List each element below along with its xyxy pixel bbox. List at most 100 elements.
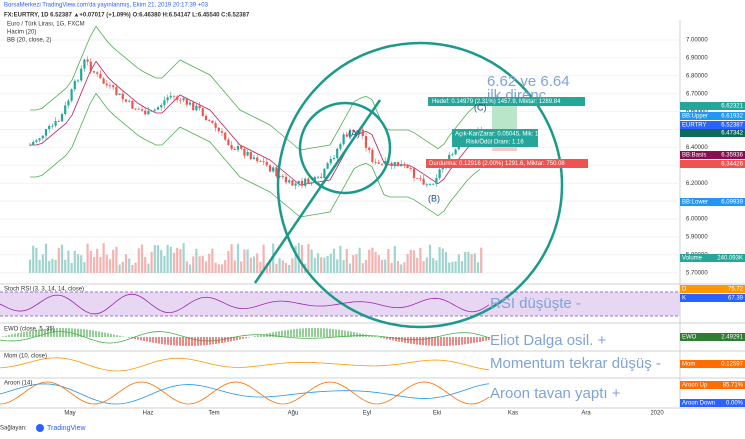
time-tick: Haz	[143, 411, 154, 417]
volume-bar	[214, 262, 217, 273]
volume-bar	[224, 259, 227, 273]
candle-body	[393, 162, 396, 167]
price-label-tag: Volume	[682, 256, 703, 262]
volume-bar	[96, 248, 99, 273]
volume-bar	[291, 258, 294, 273]
price-tick: 6.80000	[686, 73, 708, 79]
price-label-value: 6.09939	[721, 200, 743, 206]
price-tick: 6.70000	[686, 91, 708, 97]
candle-body	[211, 120, 214, 124]
price-label-value: 6.35936	[721, 153, 743, 159]
symbol-line: FX:EURTRY, 1D 6.52387 ▲+0.07017 (+1.09%)…	[4, 13, 250, 19]
candle-body	[115, 87, 118, 95]
candle-body	[54, 121, 57, 126]
legend-item: BB (20, close, 2)	[7, 38, 51, 44]
candle-body	[339, 144, 342, 149]
price-label-box	[680, 151, 745, 159]
volume-bar	[217, 264, 220, 273]
volume-bar	[358, 247, 361, 273]
candle-body	[316, 176, 320, 178]
volume-bar	[460, 261, 464, 273]
candle-body	[435, 178, 438, 184]
candle-body	[112, 85, 115, 88]
candle-body	[96, 72, 99, 74]
candle-body	[300, 180, 304, 186]
volume-bar	[470, 253, 473, 273]
candle-body	[281, 176, 284, 177]
volume-bar	[288, 264, 291, 273]
volume-bar	[348, 263, 352, 273]
panel-note: Eliot Dalga osil. +	[490, 332, 607, 349]
candle-body	[134, 108, 137, 110]
candle-body	[304, 178, 307, 186]
candle-body	[416, 177, 419, 179]
volume-bar	[140, 244, 144, 273]
volume-bar	[259, 261, 262, 273]
chart-drawing	[0, 20, 745, 409]
volume-bar	[28, 259, 32, 273]
candle-body	[70, 89, 73, 101]
candle-body	[240, 146, 243, 149]
candle-body	[374, 161, 377, 163]
volume-bar	[377, 255, 380, 273]
time-tick: Kas	[508, 411, 518, 417]
panel-title: Aroon (14)	[4, 381, 32, 387]
volume-bar	[51, 258, 54, 273]
candle-body	[172, 95, 176, 97]
volume-bar	[176, 247, 179, 273]
volume-bar	[160, 250, 163, 273]
panel-title: Mom (10, close)	[4, 354, 47, 360]
stop-box	[426, 159, 588, 168]
volume-bar	[268, 259, 272, 273]
volume-bar	[243, 249, 246, 273]
candle-body	[390, 162, 393, 167]
volume-bar	[300, 244, 304, 273]
volume-bar	[438, 247, 441, 273]
candle-body	[182, 98, 185, 101]
volume-bar	[70, 263, 73, 273]
provided-by: Sağlayan:	[0, 426, 27, 432]
candle-body	[291, 180, 294, 186]
wave-label: (B)	[428, 193, 440, 203]
volume-bar	[41, 254, 44, 273]
volume-bar	[249, 257, 252, 273]
volume-bar	[147, 263, 150, 273]
candle-body	[227, 139, 230, 145]
candle-body	[246, 152, 249, 156]
candle-body	[105, 83, 108, 86]
price-tick: 5.90000	[686, 234, 708, 240]
volume-bar	[355, 254, 358, 273]
volume-bar	[326, 255, 329, 273]
time-tick: 2020	[650, 411, 664, 417]
volume-bar	[345, 248, 348, 273]
volume-bar	[92, 257, 96, 273]
candle-body	[345, 134, 348, 137]
candle-body	[153, 109, 156, 111]
candle-body	[406, 165, 409, 169]
candle-body	[268, 165, 272, 172]
candle-body	[432, 183, 435, 185]
time-tick: Ara	[581, 411, 591, 417]
volume-bar	[310, 249, 313, 273]
candle-body	[425, 184, 428, 186]
volume-bar	[44, 243, 48, 273]
volume-bar	[473, 253, 476, 273]
volume-bar	[316, 253, 320, 273]
volume-bar	[60, 244, 64, 273]
time-tick: Eyl	[363, 411, 371, 417]
candle-body	[275, 167, 278, 177]
time-tick: May	[64, 411, 75, 417]
volume-bar	[211, 248, 214, 273]
volume-bar	[57, 247, 60, 273]
candle-body	[224, 132, 227, 140]
panel-label-box	[680, 360, 745, 368]
candle-body	[297, 180, 300, 184]
volume-bar	[313, 257, 316, 273]
price-label-box	[680, 254, 745, 262]
volume-bar	[329, 253, 332, 273]
aroon-down	[0, 381, 490, 405]
candle-body	[412, 168, 416, 178]
volume-bar	[35, 247, 38, 273]
candle-body	[163, 100, 166, 106]
